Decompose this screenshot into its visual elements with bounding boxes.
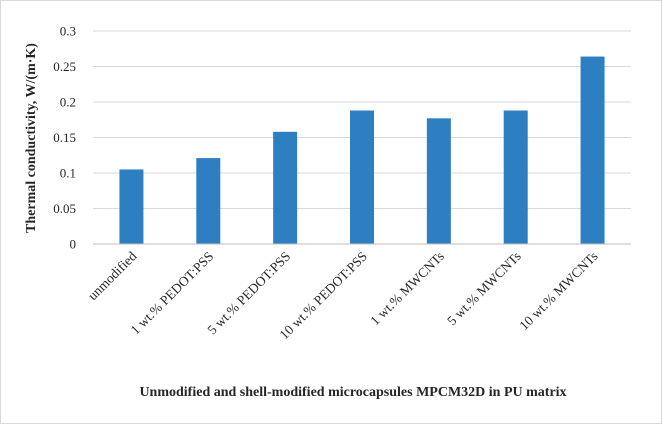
x-category-label: 10 wt.% PEDOT:PSS <box>276 249 370 343</box>
y-tick-label: 0.1 <box>60 166 76 181</box>
y-tick-label: 0.3 <box>60 24 76 39</box>
y-tick-label: 0 <box>70 237 77 252</box>
y-axis-title: Thermal conductivity, W/(m·K) <box>24 43 39 233</box>
bar <box>273 131 298 244</box>
x-category-label: 1 wt.% MWCNTs <box>367 249 447 329</box>
y-tick-label: 0.25 <box>53 59 76 74</box>
x-axis-title: Unmodified and shell-modified microcapsu… <box>139 385 566 400</box>
x-category-label: 10 wt.% MWCNTs <box>516 249 600 333</box>
y-tick-label: 0.2 <box>60 95 76 110</box>
bars <box>119 56 605 245</box>
y-tick-label: 0.15 <box>53 130 76 145</box>
bar <box>119 169 144 244</box>
x-category-label: 5 wt.% PEDOT:PSS <box>204 249 293 338</box>
y-axis-ticks: 0 0.05 0.1 0.15 0.2 0.25 0.3 <box>53 24 76 252</box>
bar <box>350 110 374 245</box>
bar <box>426 118 451 244</box>
bar <box>580 56 605 245</box>
x-category-label: unmodified <box>85 248 140 303</box>
bar <box>196 158 221 244</box>
bar <box>503 110 528 245</box>
x-category-label: 5 wt.% MWCNTs <box>444 249 524 329</box>
x-category-label: 1 wt.% PEDOT:PSS <box>127 249 216 338</box>
y-tick-label: 0.05 <box>53 201 76 216</box>
